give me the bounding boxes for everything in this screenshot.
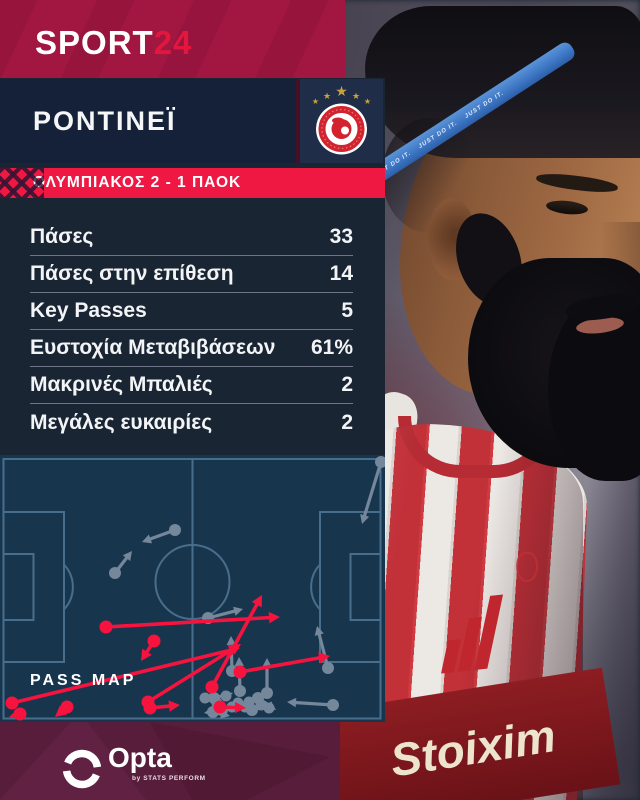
player-name: ΡΟΝΤΙΝΕΪ [33, 105, 177, 136]
stat-value: 2 [341, 410, 353, 434]
stat-label: Μεγάλες ευκαιρίες [30, 410, 213, 434]
stat-value: 33 [329, 225, 353, 248]
svg-text:★: ★ [323, 91, 331, 101]
jersey-crest-outline [516, 552, 538, 582]
stat-value: 61% [310, 336, 353, 359]
brand-24-text: 24 [153, 24, 193, 61]
svg-text:★: ★ [364, 97, 371, 106]
stat-label: Πάσες στην επίθεση [30, 262, 234, 285]
adidas-logo-icon [436, 589, 508, 674]
stat-label: Μακρινές Μπαλιές [30, 373, 213, 396]
brand-sport-text: SPORT [35, 24, 154, 61]
header-banner [0, 0, 345, 78]
stat-row: Μακρινές Μπαλιές 2 [30, 367, 353, 404]
club-badge-panel: ★ ★ ★ ★ ★ [300, 79, 383, 163]
opta-subtext: by STATS PERFORM [132, 775, 206, 782]
stat-value: 2 [341, 373, 353, 396]
sport24-logo: SPORT24 [35, 24, 192, 62]
stat-label: Πάσες [30, 225, 94, 248]
stat-label: Key Passes [30, 299, 147, 322]
svg-text:★: ★ [352, 91, 360, 101]
stats-list: Πάσες 33 Πάσες στην επίθεση 14 Key Passes 5… [30, 219, 353, 441]
stat-row: Πάσες 33 [30, 219, 353, 256]
pass-map-panel [0, 455, 387, 722]
stat-row: Μεγάλες ευκαιρίες 2 [30, 404, 353, 441]
stat-label: Ευστοχία Μεταβιβάσεων [30, 336, 276, 359]
stat-value: 14 [329, 262, 353, 285]
opta-logo: Opta by STATS PERFORM [62, 742, 302, 794]
player-name-band: ΡΟΝΤΙΝΕΪ [0, 79, 296, 163]
score-text: ΟΛΥΜΠΙΑΚΟΣ 2 - 1 ΠΑΟΚ [33, 174, 242, 191]
opta-wordmark: Opta [108, 742, 172, 773]
olympiacos-badge-icon: ★ ★ ★ ★ ★ [312, 83, 371, 155]
stat-row: Ευστοχία Μεταβιβάσεων 61% [30, 330, 353, 367]
svg-text:★: ★ [335, 83, 348, 99]
jersey-sponsor-text: Stoixim [386, 709, 560, 787]
opta-icon [62, 749, 102, 789]
footer-band [0, 722, 340, 800]
name-band-divider [296, 79, 300, 163]
pass-map-label: PASS MAP [30, 672, 137, 689]
pass-arrows-layer [5, 456, 387, 721]
stat-row: Πάσες στην επίθεση 14 [30, 256, 353, 293]
player-photo: JUST DO IT. JUST DO IT. JUST DO IT. Stoi… [340, 0, 640, 800]
stat-value: 5 [341, 299, 353, 322]
zigzag-pattern [0, 168, 44, 198]
pitch-markings [2, 456, 387, 721]
svg-text:★: ★ [312, 97, 319, 106]
score-banner: ΟΛΥΜΠΙΑΚΟΣ 2 - 1 ΠΑΟΚ [0, 168, 385, 198]
stat-row: Key Passes 5 [30, 293, 353, 330]
